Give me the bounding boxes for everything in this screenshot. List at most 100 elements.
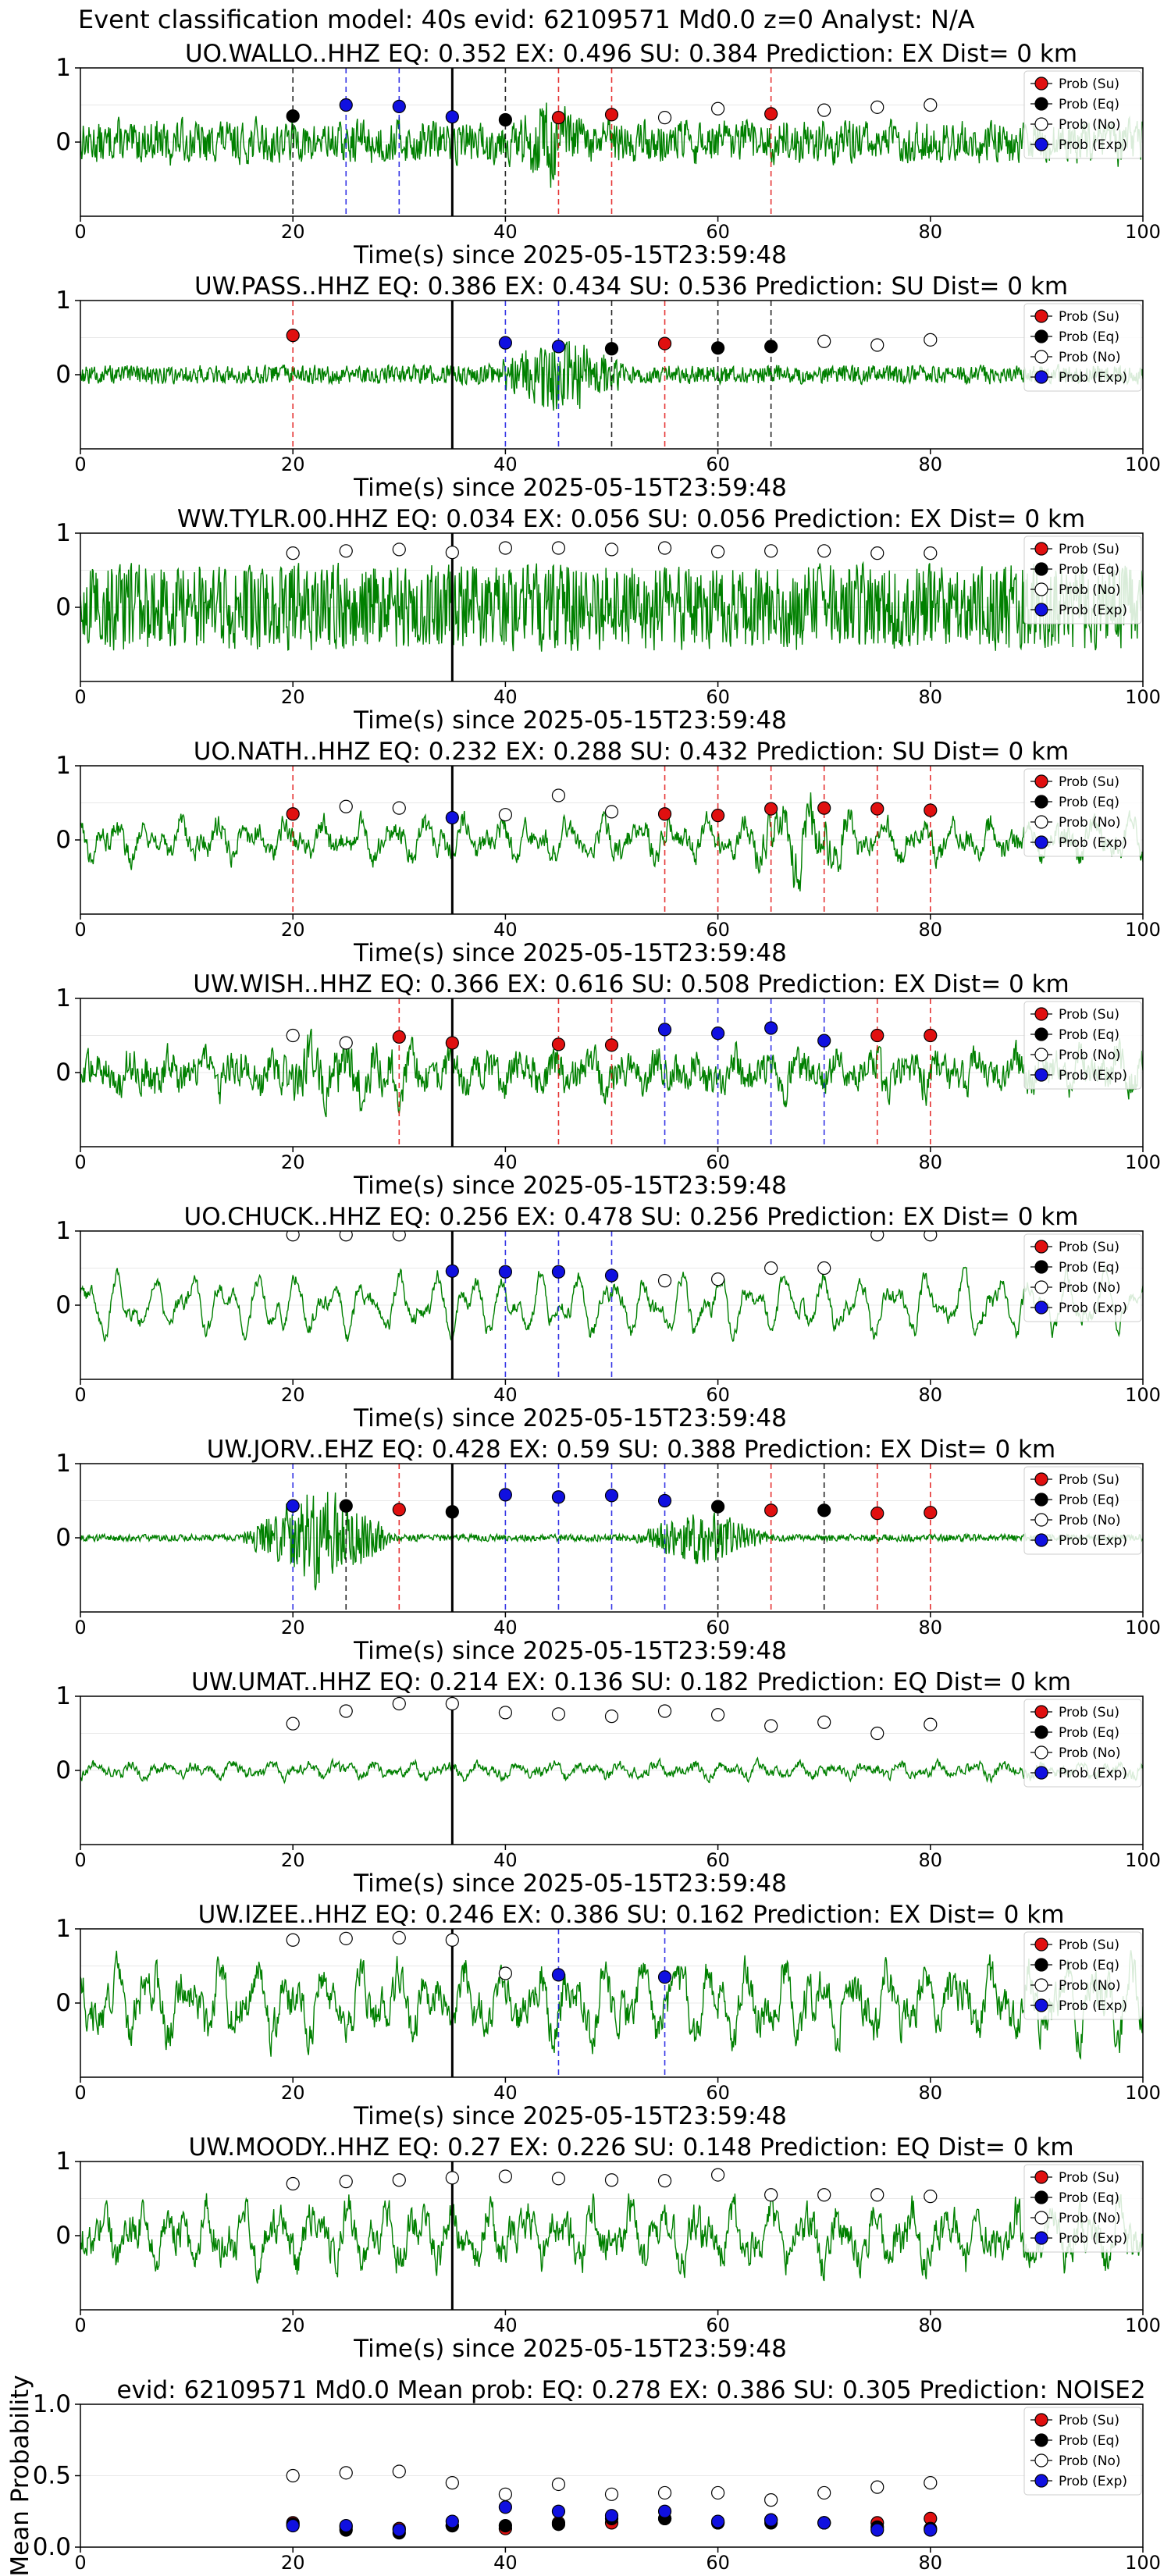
legend-label: Prob (Su) — [1059, 1705, 1119, 1720]
panel-title: evid: 62109571 Md0.0 Mean prob: EQ: 0.27… — [116, 2376, 1145, 2404]
mean-prob-marker-no — [339, 2466, 353, 2480]
y-tick-label: 1 — [55, 519, 71, 547]
y-tick-label: 1 — [55, 1450, 71, 1478]
legend-marker — [1034, 835, 1048, 849]
prob-marker-eq — [710, 341, 725, 355]
x-tick-label: 40 — [493, 221, 518, 243]
prob-marker-no — [339, 1231, 353, 1242]
legend-label: Prob (Eq) — [1059, 795, 1119, 810]
x-tick-label: 100 — [1125, 686, 1161, 708]
x-tick-label: 60 — [706, 454, 730, 475]
prob-marker-no — [870, 1231, 884, 1242]
prob-marker-no — [339, 799, 353, 813]
legend-label: Prob (Su) — [1059, 76, 1119, 92]
legend-label: Prob (No) — [1059, 1513, 1121, 1528]
prob-marker-no — [764, 1719, 778, 1733]
legend-marker — [1034, 1705, 1048, 1719]
prob-marker-no — [392, 1696, 406, 1711]
prob-marker-no — [498, 808, 513, 822]
y-tick-label: 0 — [55, 1524, 71, 1552]
mean-prob-marker-exp — [339, 2518, 353, 2533]
prob-marker-eq — [710, 1500, 725, 1514]
x-axis-label: Time(s) since 2025-05-15T23:59:48 — [353, 474, 787, 502]
x-tick-label: 80 — [919, 2552, 943, 2574]
legend-label: Prob (Eq) — [1059, 1493, 1119, 1508]
x-tick-label: 80 — [919, 1384, 943, 1406]
prob-marker-no — [870, 338, 884, 352]
legend-label: Prob (Su) — [1059, 1007, 1119, 1023]
prob-marker-no — [870, 100, 884, 114]
panel-3: WW.TYLR.00.HHZ EQ: 0.034 EX: 0.056 SU: 0… — [55, 505, 1161, 735]
prob-marker-no — [551, 788, 566, 802]
x-tick-label: 0 — [74, 686, 86, 708]
legend-label: Prob (Eq) — [1059, 2190, 1119, 2206]
prob-marker-no — [764, 2188, 778, 2202]
y-tick-label: 0.0 — [33, 2533, 71, 2561]
prob-marker-no — [710, 1708, 725, 1722]
y-tick-label: 0 — [55, 826, 71, 854]
prob-marker-su — [817, 801, 831, 815]
legend-marker — [1034, 1725, 1048, 1739]
legend-marker — [1034, 1007, 1048, 1021]
prob-marker-su — [870, 1507, 884, 1521]
mean-prob-marker-exp — [551, 2504, 566, 2518]
prob-marker-no — [392, 543, 406, 557]
legend-marker — [1034, 2453, 1048, 2467]
mean-prob-marker-eq — [498, 2518, 513, 2533]
mean-prob-marker-exp — [657, 2504, 672, 2518]
x-tick-label: 0 — [74, 1151, 86, 1173]
legend-marker — [1034, 1937, 1048, 1952]
prob-marker-exp — [551, 1490, 566, 1504]
mean-prob-marker-exp — [392, 2523, 406, 2537]
legend-marker — [1034, 582, 1048, 596]
prob-marker-su — [924, 803, 938, 817]
prob-marker-no — [657, 2174, 672, 2188]
waveform-trace — [80, 1950, 1143, 2061]
mean-prob-marker-exp — [924, 2523, 938, 2537]
legend-box — [1023, 1699, 1142, 1788]
mean-prob-marker-no — [817, 2485, 831, 2500]
panel-5: UW.WISH..HHZ EQ: 0.366 EX: 0.616 SU: 0.5… — [55, 970, 1161, 1200]
prob-marker-eq — [817, 1503, 831, 1517]
x-tick-label: 0 — [74, 1849, 86, 1871]
prob-marker-no — [339, 1931, 353, 1945]
legend-marker — [1034, 97, 1048, 111]
panels: UO.WALLO..HHZ EQ: 0.352 EX: 0.496 SU: 0.… — [6, 40, 1161, 2576]
legend-marker — [1034, 1260, 1048, 1274]
y-tick-label: 0 — [55, 1291, 71, 1319]
prob-marker-no — [339, 544, 353, 558]
x-tick-label: 100 — [1125, 2314, 1161, 2336]
mean-prob-marker-exp — [870, 2523, 884, 2537]
legend-marker — [1034, 1745, 1048, 1759]
prob-marker-no — [498, 1966, 513, 1980]
x-tick-label: 60 — [706, 1617, 730, 1638]
x-tick-label: 100 — [1125, 1617, 1161, 1638]
legend-label: Prob (No) — [1059, 1978, 1121, 1994]
prob-marker-no — [710, 2168, 725, 2182]
x-tick-label: 100 — [1125, 454, 1161, 475]
legend-label: Prob (Exp) — [1059, 835, 1127, 851]
prob-marker-su — [657, 807, 672, 821]
panel-9: UW.IZEE..HHZ EQ: 0.246 EX: 0.386 SU: 0.1… — [55, 1901, 1161, 2130]
legend-marker — [1034, 329, 1048, 343]
x-tick-label: 40 — [493, 2082, 518, 2104]
plot-area — [80, 2161, 1143, 2310]
prob-marker-su — [286, 807, 300, 821]
x-tick-label: 20 — [281, 919, 305, 941]
panel-4: UO.NATH..HHZ EQ: 0.232 EX: 0.288 SU: 0.4… — [55, 738, 1161, 967]
prob-marker-exp — [551, 1968, 566, 1982]
legend-label: Prob (Exp) — [1059, 137, 1127, 153]
prob-marker-no — [498, 541, 513, 555]
legend-label: Prob (Eq) — [1059, 1027, 1119, 1043]
legend-label: Prob (Exp) — [1059, 2474, 1127, 2489]
legend-marker — [1034, 370, 1048, 384]
prob-marker-no — [764, 1261, 778, 1276]
prob-marker-no — [604, 543, 619, 557]
panel-title: WW.TYLR.00.HHZ EQ: 0.034 EX: 0.056 SU: 0… — [177, 505, 1085, 533]
prob-marker-no — [817, 103, 831, 117]
x-tick-label: 80 — [919, 454, 943, 475]
panel-2: UW.PASS..HHZ EQ: 0.386 EX: 0.434 SU: 0.5… — [55, 272, 1161, 502]
prob-marker-exp — [392, 99, 406, 113]
x-tick-label: 100 — [1125, 919, 1161, 941]
prob-marker-exp — [551, 1265, 566, 1279]
